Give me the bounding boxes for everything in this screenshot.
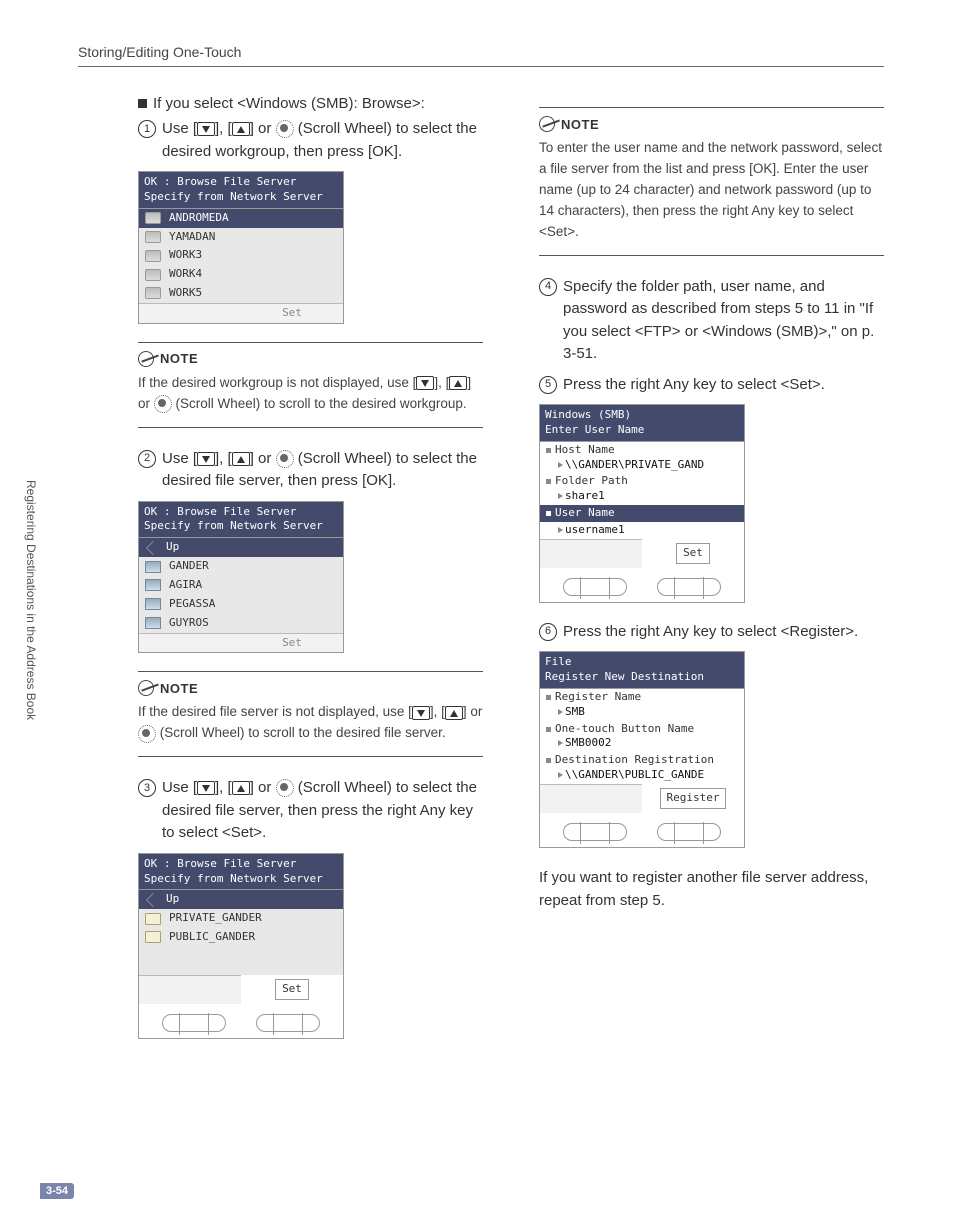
down-arrow-icon	[416, 376, 434, 390]
down-arrow-icon	[197, 781, 215, 795]
step-3-text: Use [], [] or (Scroll Wheel) to select t…	[162, 777, 483, 845]
scroll-wheel-icon	[276, 450, 294, 468]
lcd-row: ANDROMEDA	[139, 209, 343, 228]
page-header: Storing/Editing One-Touch	[78, 44, 884, 67]
lcd-row: PUBLIC_GANDER	[139, 928, 343, 947]
intro-text: If you select <Windows (SMB): Browse>:	[153, 95, 425, 112]
lcd-row: Up	[139, 538, 343, 557]
lcd-row: AGIRA	[139, 576, 343, 595]
step-5: 5 Press the right Any key to select <Set…	[539, 374, 884, 397]
lcd-screen-4: Windows (SMB)Enter User Name Host Name\\…	[539, 404, 745, 603]
header-title: Storing/Editing One-Touch	[78, 44, 884, 60]
page-number: 3-54	[40, 1181, 74, 1199]
step-number-icon: 5	[539, 376, 557, 394]
note-icon	[136, 678, 157, 699]
step-number-icon: 2	[138, 450, 156, 468]
step-6: 6 Press the right Any key to select <Reg…	[539, 621, 884, 644]
any-key-right-icon	[256, 1014, 320, 1032]
scroll-wheel-icon	[276, 779, 294, 797]
square-bullet	[138, 99, 147, 108]
softkey-set: Set	[275, 979, 309, 1000]
lcd-row: GUYROS	[139, 614, 343, 633]
up-arrow-icon	[232, 781, 250, 795]
note-2: NOTE If the desired file server is not d…	[138, 671, 483, 757]
softkey-set: Set	[241, 303, 343, 323]
note-1-body: If the desired workgroup is not displaye…	[138, 373, 483, 415]
down-arrow-icon	[197, 452, 215, 466]
lcd-row: PEGASSA	[139, 595, 343, 614]
any-key-right-icon	[657, 823, 721, 841]
lcd-row: WORK4	[139, 265, 343, 284]
step-6-text: Press the right Any key to select <Regis…	[563, 621, 884, 644]
note-icon	[537, 114, 558, 135]
lcd-screen-3: OK : Browse File ServerSpecify from Netw…	[138, 853, 344, 1039]
softkey-set: Set	[676, 543, 710, 564]
any-key-left-icon	[563, 578, 627, 596]
step-number-icon: 1	[138, 120, 156, 138]
softkey-set: Set	[241, 633, 343, 653]
note-3: NOTE To enter the user name and the netw…	[539, 107, 884, 256]
lcd-row: Up	[139, 890, 343, 909]
lcd-screen-5: FileRegister New Destination Register Na…	[539, 651, 745, 848]
up-arrow-icon	[449, 376, 467, 390]
lcd-row: YAMADAN	[139, 228, 343, 247]
lcd-screen-1: OK : Browse File ServerSpecify from Netw…	[138, 171, 344, 324]
up-arrow-icon	[232, 122, 250, 136]
intro-line: If you select <Windows (SMB): Browse>:	[138, 95, 483, 112]
note-icon	[136, 348, 157, 369]
step-3: 3 Use [], [] or (Scroll Wheel) to select…	[138, 777, 483, 845]
any-key-right-icon	[657, 578, 721, 596]
step-4: 4 Specify the folder path, user name, an…	[539, 276, 884, 366]
scroll-wheel-icon	[154, 395, 172, 413]
scroll-wheel-icon	[138, 725, 156, 743]
any-key-left-icon	[563, 823, 627, 841]
up-arrow-icon	[445, 706, 463, 720]
step-5-text: Press the right Any key to select <Set>.	[563, 374, 884, 397]
step-number-icon: 6	[539, 623, 557, 641]
softkey-register: Register	[660, 788, 727, 809]
note-1: NOTE If the desired workgroup is not dis…	[138, 342, 483, 428]
section-tab: Registering Destinations in the Address …	[24, 480, 38, 720]
lcd-row: WORK3	[139, 246, 343, 265]
step-number-icon: 4	[539, 278, 557, 296]
down-arrow-icon	[412, 706, 430, 720]
step-number-icon: 3	[138, 779, 156, 797]
lcd-row: PRIVATE_GANDER	[139, 909, 343, 928]
step-2: 2 Use [], [] or (Scroll Wheel) to select…	[138, 448, 483, 493]
lcd-screen-2: OK : Browse File ServerSpecify from Netw…	[138, 501, 344, 654]
tail-paragraph: If you want to register another file ser…	[539, 866, 884, 913]
left-column: If you select <Windows (SMB): Browse>: 1…	[138, 95, 483, 1057]
scroll-wheel-icon	[276, 120, 294, 138]
note-3-body: To enter the user name and the network p…	[539, 138, 884, 243]
down-arrow-icon	[197, 122, 215, 136]
note-2-body: If the desired file server is not displa…	[138, 702, 483, 744]
any-key-left-icon	[162, 1014, 226, 1032]
step-1: 1 Use [], [] or (Scroll Wheel) to select…	[138, 118, 483, 163]
step-1-text: Use [], [] or (Scroll Wheel) to select t…	[162, 118, 483, 163]
lcd-row: WORK5	[139, 284, 343, 303]
step-4-text: Specify the folder path, user name, and …	[563, 276, 884, 366]
step-2-text: Use [], [] or (Scroll Wheel) to select t…	[162, 448, 483, 493]
up-arrow-icon	[232, 452, 250, 466]
right-column: NOTE To enter the user name and the netw…	[539, 95, 884, 1057]
lcd-row: GANDER	[139, 557, 343, 576]
